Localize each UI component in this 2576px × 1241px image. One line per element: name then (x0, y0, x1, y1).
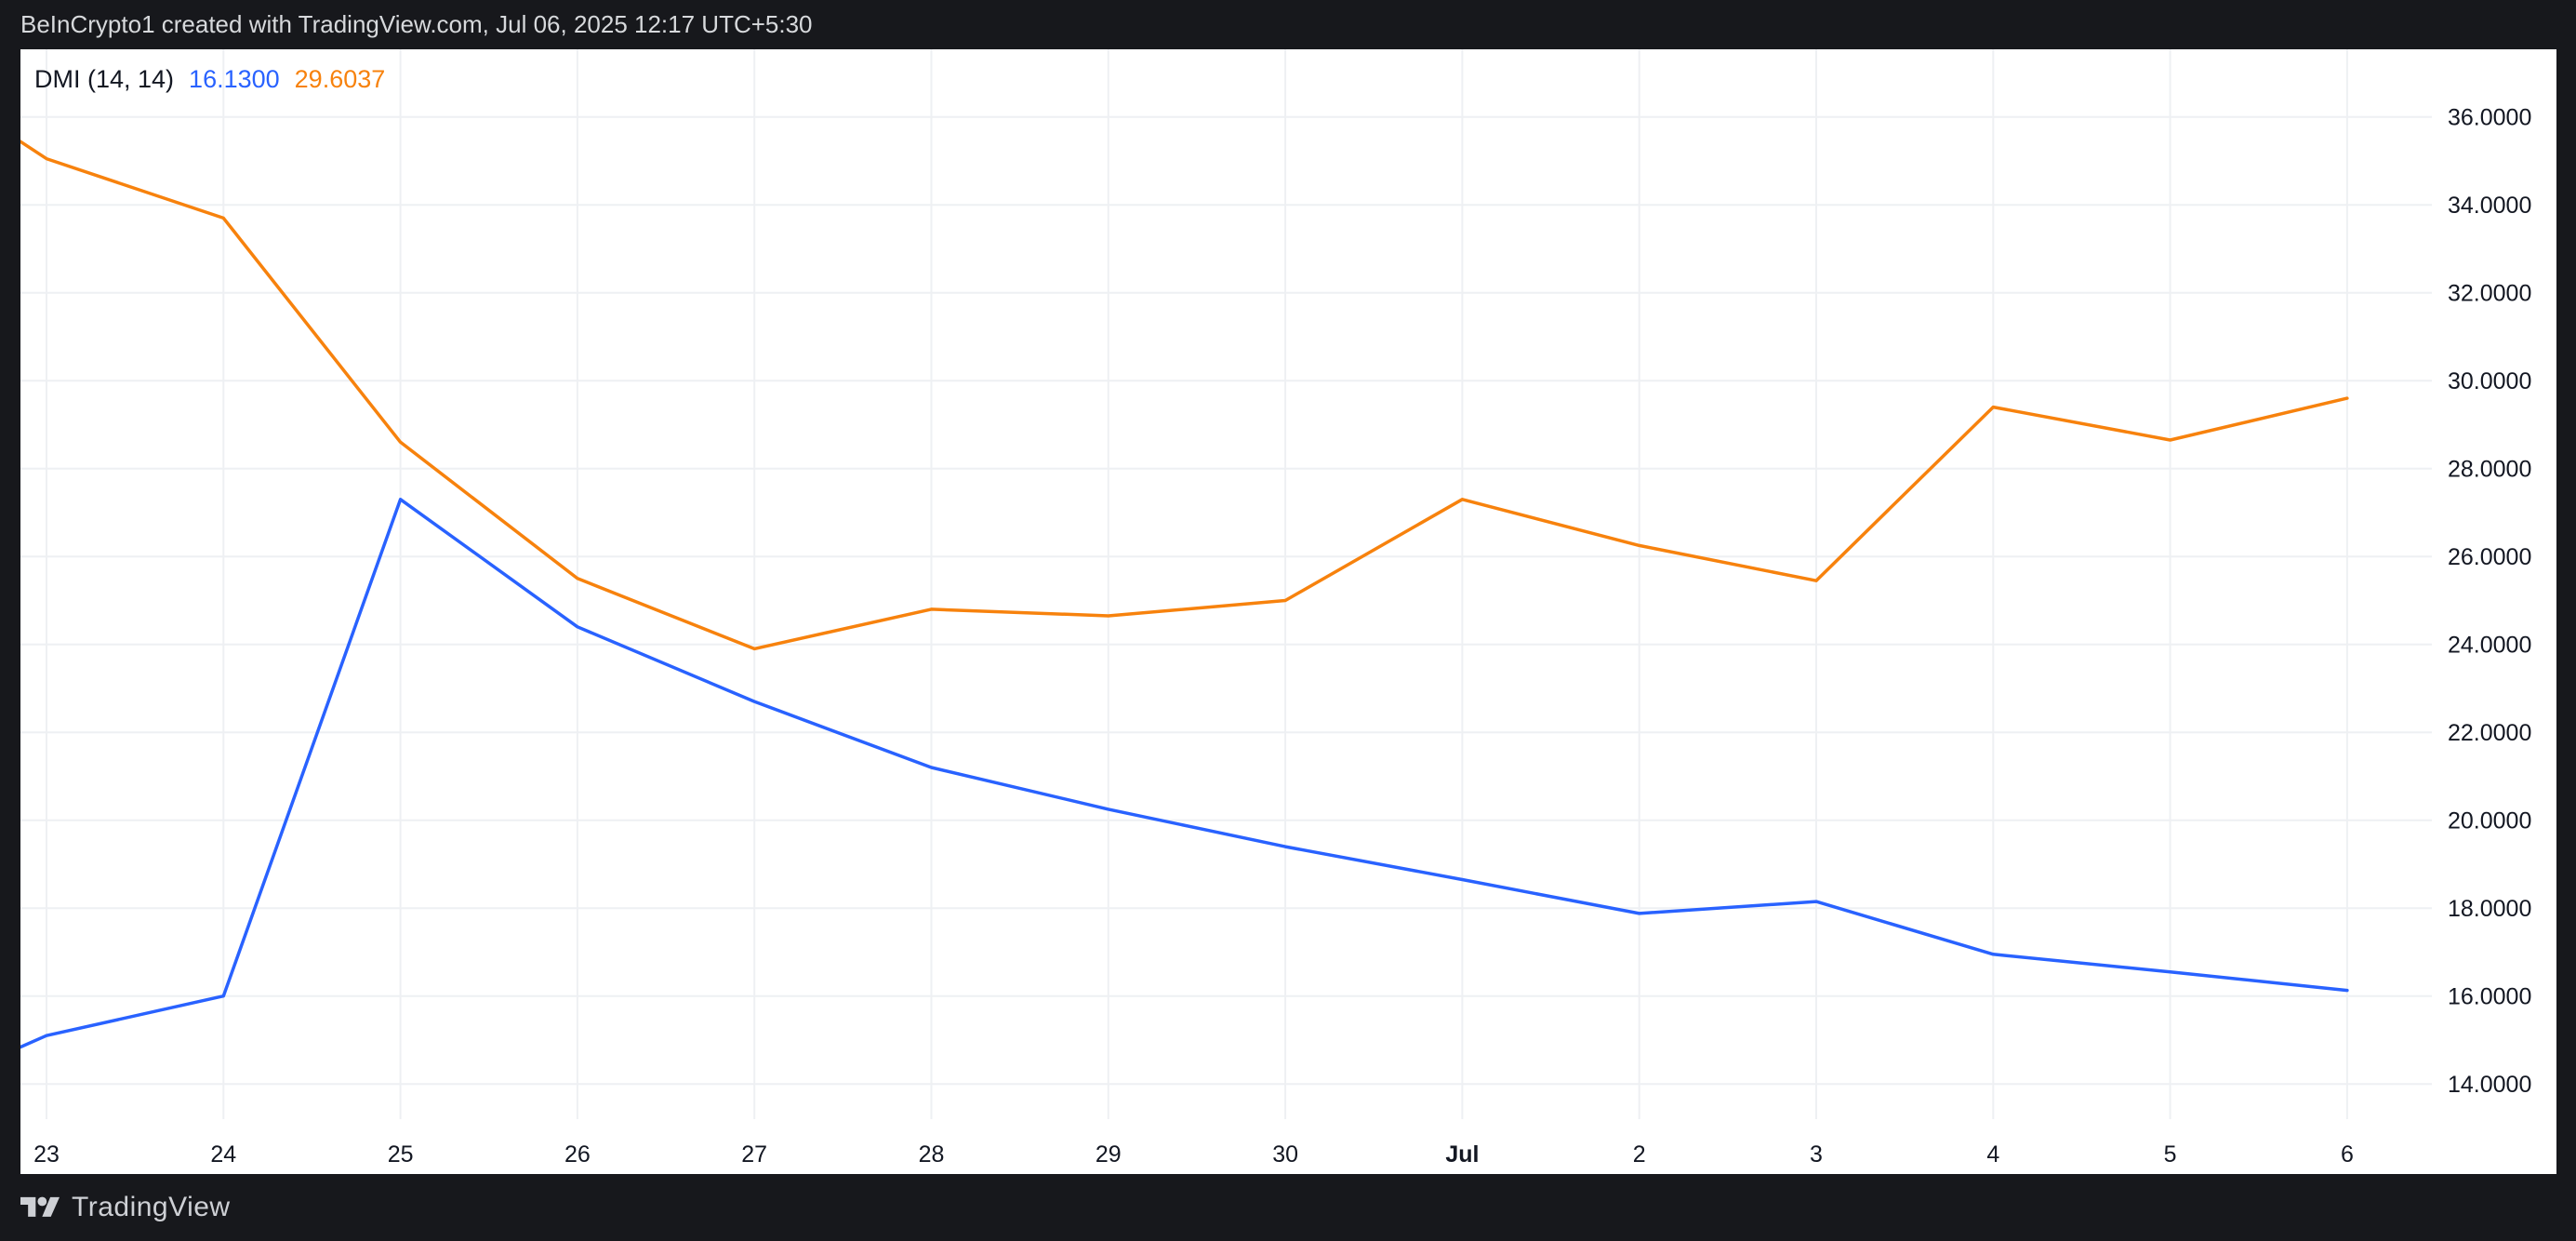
footer-bar: TradingView (0, 1174, 2576, 1241)
svg-text:32.0000: 32.0000 (2448, 281, 2531, 307)
svg-text:30: 30 (1272, 1141, 1298, 1168)
svg-text:28: 28 (919, 1141, 945, 1168)
svg-text:24: 24 (210, 1141, 236, 1168)
svg-text:24.0000: 24.0000 (2448, 633, 2531, 659)
svg-text:6: 6 (2341, 1141, 2354, 1168)
svg-text:26: 26 (564, 1141, 591, 1168)
minus-di-line (20, 140, 2349, 651)
svg-text:14.0000: 14.0000 (2448, 1072, 2531, 1098)
svg-text:4: 4 (1986, 1141, 1999, 1168)
svg-text:28.0000: 28.0000 (2448, 457, 2531, 483)
vertical-gridlines (46, 49, 2348, 1119)
svg-text:27: 27 (741, 1141, 767, 1168)
price-axis-labels[interactable]: 36.0000 34.0000 32.0000 30.0000 28.0000 26.00… (2448, 105, 2531, 1099)
svg-text:29: 29 (1095, 1141, 1122, 1168)
svg-text:34.0000: 34.0000 (2448, 193, 2531, 219)
svg-text:25: 25 (388, 1141, 414, 1168)
tradingview-logo-icon (20, 1196, 60, 1217)
svg-text:18.0000: 18.0000 (2448, 896, 2531, 922)
svg-text:36.0000: 36.0000 (2448, 105, 2531, 131)
horizontal-gridlines (20, 115, 2432, 1086)
indicator-legend: DMI (14, 14) 16.1300 29.6037 (34, 65, 385, 94)
svg-text:3: 3 (1810, 1141, 1823, 1168)
svg-text:30.0000: 30.0000 (2448, 368, 2531, 394)
footer-brand-text: TradingView (72, 1192, 231, 1222)
indicator-name: DMI (14, 14) (34, 65, 175, 93)
svg-text:5: 5 (2164, 1141, 2177, 1168)
svg-text:Jul: Jul (1445, 1141, 1479, 1168)
svg-text:22.0000: 22.0000 (2448, 720, 2531, 746)
time-axis-labels[interactable]: 23 24 25 26 27 28 29 30 Jul 2 3 4 5 6 (33, 1141, 2354, 1168)
svg-text:23: 23 (33, 1141, 60, 1168)
minus-di-value: 29.6037 (294, 65, 386, 93)
plus-di-value: 16.1300 (189, 65, 280, 93)
plus-di-line (20, 498, 2349, 1049)
svg-text:2: 2 (1633, 1141, 1646, 1168)
header-bar: BeInCrypto1 created with TradingView.com… (0, 0, 2576, 49)
header-title: BeInCrypto1 created with TradingView.com… (20, 10, 813, 38)
svg-text:26.0000: 26.0000 (2448, 544, 2531, 570)
svg-text:20.0000: 20.0000 (2448, 808, 2531, 834)
svg-text:16.0000: 16.0000 (2448, 984, 2531, 1010)
chart-panel: DMI (14, 14) 16.1300 29.6037 36.0000 34.0… (20, 49, 2556, 1174)
dmi-chart-surface[interactable]: 36.0000 34.0000 32.0000 30.0000 28.0000 26.00… (20, 49, 2556, 1174)
